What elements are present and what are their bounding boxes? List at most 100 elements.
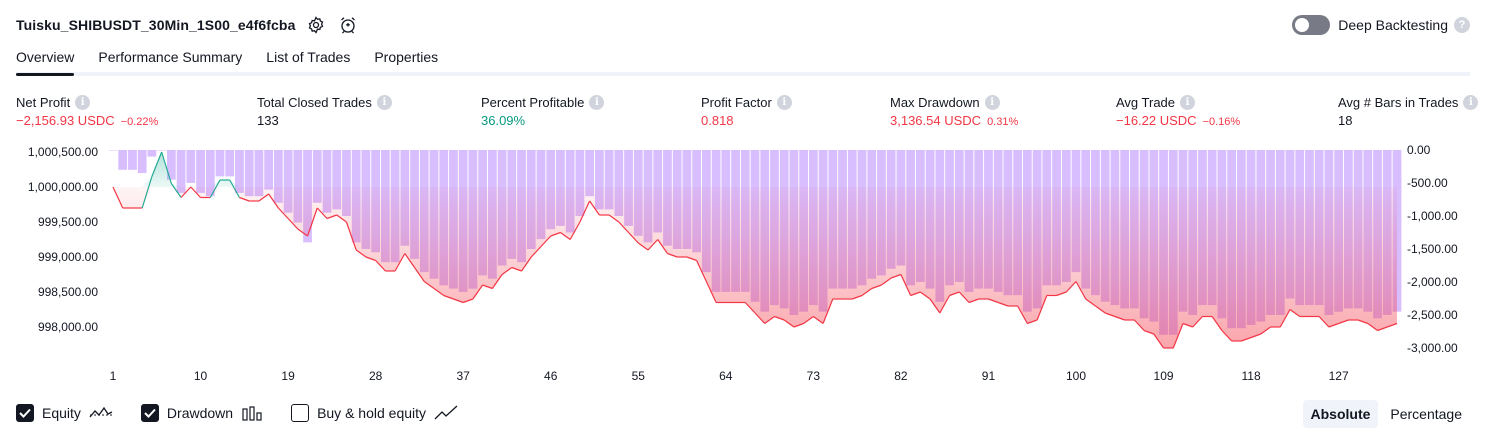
legend-drawdown-label: Drawdown xyxy=(166,405,234,421)
equity-line-segment xyxy=(890,273,902,279)
x-axis-tick: 127 xyxy=(1329,369,1349,383)
info-icon[interactable]: i xyxy=(589,94,605,110)
equity-line-segment xyxy=(861,288,873,296)
drawdown-bar xyxy=(273,150,283,203)
equity-line-segment xyxy=(871,284,882,290)
equity-line-segment xyxy=(326,214,337,220)
equity-line-segment xyxy=(433,288,445,296)
info-icon[interactable]: i xyxy=(376,94,392,110)
equity-line-segment xyxy=(988,298,999,304)
equity-line-segment xyxy=(589,200,600,216)
equity-line-segment xyxy=(997,301,1009,307)
x-axis-tick: 55 xyxy=(632,369,646,383)
equity-line-segment xyxy=(1095,305,1106,314)
equity-drawdown-chart[interactable]: 1,000,500.00 1,000,000.00 999,500.00 999,00… xyxy=(0,140,1486,390)
equity-line-segment xyxy=(764,316,775,324)
left-axis: 1,000,500.00 1,000,000.00 999,500.00 999,00… xyxy=(28,145,98,334)
equity-line-segment xyxy=(667,252,678,258)
drawdown-bar xyxy=(283,150,293,213)
metric-value: 18 xyxy=(1338,113,1353,128)
buy-hold-checkbox[interactable] xyxy=(291,404,310,422)
drawdown-bar xyxy=(264,150,274,190)
equity-line-segment xyxy=(540,235,552,247)
equity-line-segment xyxy=(1027,319,1038,325)
equity-line-segment xyxy=(1318,316,1330,328)
drawdown-bar xyxy=(575,150,585,216)
metric-label: Avg # Bars in Trades xyxy=(1338,94,1459,110)
equity-line-segment xyxy=(1075,281,1087,300)
info-icon[interactable]: i xyxy=(75,94,91,110)
drawdown-bars-icon xyxy=(241,405,263,421)
x-axis-tick: 82 xyxy=(894,369,908,383)
equity-line-segment xyxy=(491,274,503,289)
equity-line-segment xyxy=(822,298,834,324)
equity-line-segment xyxy=(1279,309,1291,328)
equity-line-segment xyxy=(1065,281,1077,293)
tab-properties[interactable]: Properties xyxy=(374,49,439,65)
equity-line-segment xyxy=(793,322,804,328)
info-icon[interactable]: i xyxy=(776,94,792,110)
info-icon[interactable]: i xyxy=(984,94,1000,110)
equity-line-icon xyxy=(89,405,113,421)
tab-performance-summary[interactable]: Performance Summary xyxy=(98,49,243,65)
drawdown-bar xyxy=(235,150,244,193)
equity-line-segment xyxy=(268,193,279,209)
alarm-add-icon[interactable] xyxy=(337,14,359,36)
x-axis-tick: 28 xyxy=(369,369,383,383)
equity-line-segment xyxy=(414,267,425,282)
drawdown-checkbox[interactable] xyxy=(140,404,159,422)
mode-absolute-button[interactable]: Absolute xyxy=(1302,400,1379,428)
equity-checkbox[interactable] xyxy=(16,404,34,422)
equity-line-segment xyxy=(1056,291,1067,297)
strategy-name: Tuisku_SHIBUSDT_30Min_1S00_e4f6fcba xyxy=(16,17,296,33)
info-icon[interactable]: i xyxy=(1463,94,1479,110)
equity-line-segment xyxy=(229,179,240,198)
left-axis-tick: 998,500.00 xyxy=(38,285,98,299)
x-axis-tick: 91 xyxy=(982,369,996,383)
help-icon[interactable]: ? xyxy=(1454,17,1470,33)
drawdown-bar xyxy=(137,150,147,174)
drawdown-bar xyxy=(176,150,186,193)
x-axis-tick: 37 xyxy=(457,369,471,383)
equity-line-segment xyxy=(1192,316,1203,328)
metric-label: Max Drawdown xyxy=(890,94,980,110)
equity-line-segment xyxy=(618,221,629,233)
equity-line-segment xyxy=(1172,323,1184,349)
equity-line-segment xyxy=(1017,305,1028,324)
metric-value: 0.818 xyxy=(701,113,734,128)
equity-line-segment xyxy=(336,214,347,223)
legend-drawdown[interactable]: Drawdown xyxy=(140,404,263,422)
metric-avg-bars: Avg # Bars in Trades i 18 xyxy=(1338,93,1479,131)
equity-line-segment xyxy=(744,302,756,314)
equity-line-segment xyxy=(1260,326,1271,335)
equity-line-segment xyxy=(754,312,766,324)
equity-line-segment xyxy=(949,291,960,297)
equity-loss-area xyxy=(113,187,1397,348)
metric-label: Total Closed Trades xyxy=(257,94,372,110)
equity-line-segment xyxy=(657,239,668,254)
equity-line-segment xyxy=(608,214,620,223)
tab-overview[interactable]: Overview xyxy=(16,46,75,76)
equity-line-segment xyxy=(1250,333,1262,339)
equity-line-segment xyxy=(277,207,289,219)
metric-profit-factor: Profit Factor i 0.818 xyxy=(701,93,792,131)
equity-line-segment xyxy=(239,196,250,202)
equity-line-segment xyxy=(1328,322,1339,328)
drawdown-bar xyxy=(157,150,167,151)
equity-line-segment xyxy=(511,266,522,272)
settings-icon[interactable] xyxy=(305,14,327,36)
equity-line-segment xyxy=(404,253,416,268)
equity-line-segment xyxy=(1357,319,1369,325)
legend-equity[interactable]: Equity xyxy=(16,404,113,422)
equity-line-segment xyxy=(1182,322,1193,328)
legend-buy-hold[interactable]: Buy & hold equity xyxy=(291,404,458,422)
deep-backtesting-toggle[interactable] xyxy=(1292,15,1331,35)
equity-line-segment xyxy=(929,298,941,314)
right-axis-tick: 0.00 xyxy=(1407,143,1431,157)
info-icon[interactable]: i xyxy=(1180,94,1196,110)
tab-list-of-trades[interactable]: List of Trades xyxy=(266,49,351,65)
mode-percentage-button[interactable]: Percentage xyxy=(1390,406,1462,422)
x-axis-tick: 10 xyxy=(194,369,208,383)
metric-total-closed-trades: Total Closed Trades i 133 xyxy=(257,93,392,131)
equity-line-segment xyxy=(637,242,649,251)
